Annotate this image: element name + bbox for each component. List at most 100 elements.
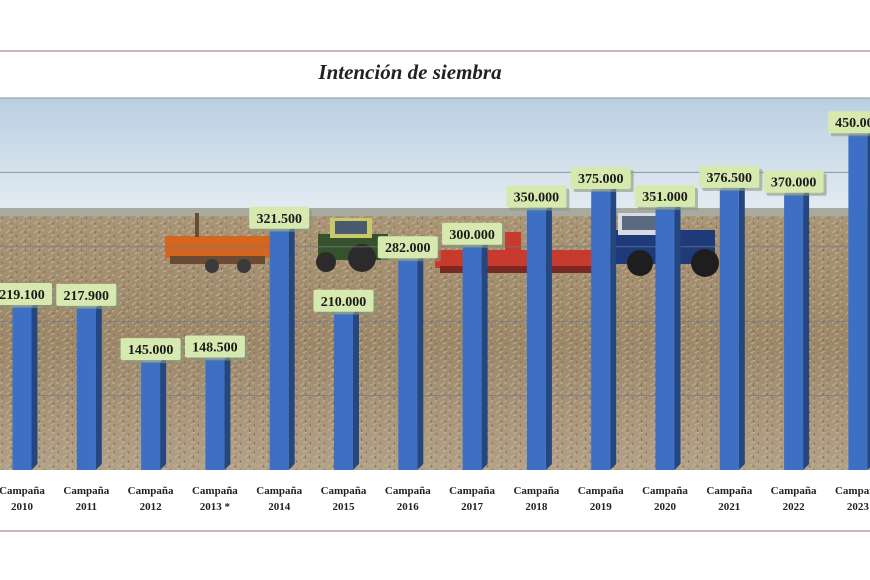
- bar-front: [719, 189, 739, 470]
- value-label: 217.900: [56, 283, 120, 309]
- bar-side: [545, 203, 552, 470]
- category-label-line: Campaña: [0, 485, 45, 497]
- value-label: 351.000: [635, 184, 698, 210]
- value-label-text: 375.000: [578, 172, 624, 187]
- bar-front: [591, 191, 611, 470]
- bar: [719, 183, 745, 470]
- value-label-text: 145.000: [128, 343, 174, 358]
- category-label-line: 2023: [847, 501, 870, 513]
- bar-front: [784, 194, 804, 470]
- category-label-line: 2021: [718, 501, 740, 513]
- category-label-line: Campaña: [835, 485, 870, 497]
- category-label: Campaña 2013 *: [192, 485, 238, 513]
- value-label-bg: [184, 335, 245, 358]
- category-label: Campaña 2011: [63, 485, 109, 513]
- category-label-line: 2013 *: [200, 501, 231, 513]
- value-label-text: 376.500: [707, 171, 753, 186]
- bar: [334, 307, 359, 470]
- value-label: 450.000: [827, 111, 870, 137]
- bar-front: [334, 313, 353, 470]
- value-label: 321.500: [249, 206, 313, 232]
- bar: [462, 240, 488, 470]
- category-label: Campaña 2023: [835, 485, 870, 513]
- bar-front: [141, 362, 161, 470]
- value-label: 376.500: [699, 165, 763, 191]
- value-label-text: 351.000: [642, 190, 688, 205]
- bar-front: [205, 359, 225, 470]
- bar: [784, 188, 810, 470]
- category-label: Campaña 2014: [256, 485, 302, 513]
- value-label-text: 370.000: [771, 176, 817, 191]
- bar-front: [848, 135, 868, 470]
- value-label: 282.000: [377, 236, 441, 262]
- value-label-bg: [570, 167, 631, 189]
- bar: [398, 254, 424, 470]
- value-label-bg: [699, 165, 760, 188]
- value-label-text: 450.000: [835, 116, 870, 131]
- value-label: 350.000: [506, 185, 570, 211]
- bar-front: [76, 307, 96, 470]
- value-label-text: 219.100: [0, 288, 45, 303]
- value-label-bg: [313, 289, 374, 312]
- bar-side: [738, 183, 745, 470]
- bar-front: [269, 230, 289, 470]
- value-label-bg: [120, 338, 181, 361]
- value-label-bg: [635, 184, 695, 207]
- value-label: 219.100: [0, 282, 55, 308]
- bar-side: [867, 132, 870, 470]
- category-label-line: Campaña: [578, 485, 624, 497]
- bar-side: [224, 353, 231, 470]
- bar-side: [353, 307, 359, 470]
- bar: [76, 301, 102, 470]
- category-label: Campaña 2018: [513, 485, 559, 513]
- bar: [12, 300, 38, 470]
- value-label: 370.000: [763, 170, 827, 196]
- value-label: 148.500: [184, 335, 248, 361]
- bar: [141, 356, 167, 470]
- category-label: Campaña 2012: [128, 485, 174, 513]
- category-label-line: Campaña: [321, 485, 367, 497]
- value-label: 375.000: [570, 167, 634, 192]
- value-label-bg: [827, 111, 870, 134]
- category-label-line: 2011: [76, 501, 97, 513]
- value-label-bg: [442, 222, 503, 245]
- value-label: 210.000: [313, 289, 377, 315]
- category-label-line: 2010: [11, 501, 34, 513]
- value-label-text: 300.000: [449, 228, 495, 243]
- category-label: Campaña 2020: [642, 485, 688, 513]
- value-label-text: 321.500: [256, 212, 302, 227]
- value-label-bg: [56, 283, 117, 306]
- bar-side: [610, 185, 617, 470]
- category-label: Campaña 2022: [771, 485, 817, 513]
- bar: [269, 224, 295, 470]
- category-label-line: 2015: [333, 501, 356, 513]
- category-label-line: Campaña: [63, 485, 109, 497]
- category-label-line: Campaña: [513, 485, 559, 497]
- bar-side: [803, 188, 810, 470]
- bar-front: [398, 260, 418, 470]
- value-label-text: 282.000: [385, 241, 431, 256]
- category-label-line: Campaña: [128, 485, 174, 497]
- bar-front: [12, 306, 32, 470]
- bar-side: [674, 202, 681, 470]
- bar-side: [31, 300, 38, 470]
- value-label-bg: [506, 185, 567, 208]
- bar-side: [160, 356, 167, 470]
- category-label-line: 2017: [461, 501, 484, 513]
- value-label-bg: [377, 236, 438, 259]
- value-label-bg: [249, 206, 310, 229]
- category-tick-labels: Campaña2010Campaña2011Campaña2012Campaña…: [0, 485, 870, 513]
- category-label: Campaña 2019: [578, 485, 624, 513]
- category-label: Campaña 2010: [0, 485, 45, 513]
- bar: [655, 202, 681, 470]
- value-label-bg: [763, 170, 824, 193]
- category-label-line: Campaña: [449, 485, 495, 497]
- category-label: Campaña 2016: [385, 485, 431, 513]
- value-label-text: 217.900: [64, 289, 110, 304]
- bars: [12, 129, 870, 470]
- category-label-line: 2020: [654, 501, 677, 513]
- bar: [526, 203, 552, 470]
- chart-title: Intención de siembra: [318, 60, 502, 84]
- category-label-line: 2018: [525, 501, 548, 513]
